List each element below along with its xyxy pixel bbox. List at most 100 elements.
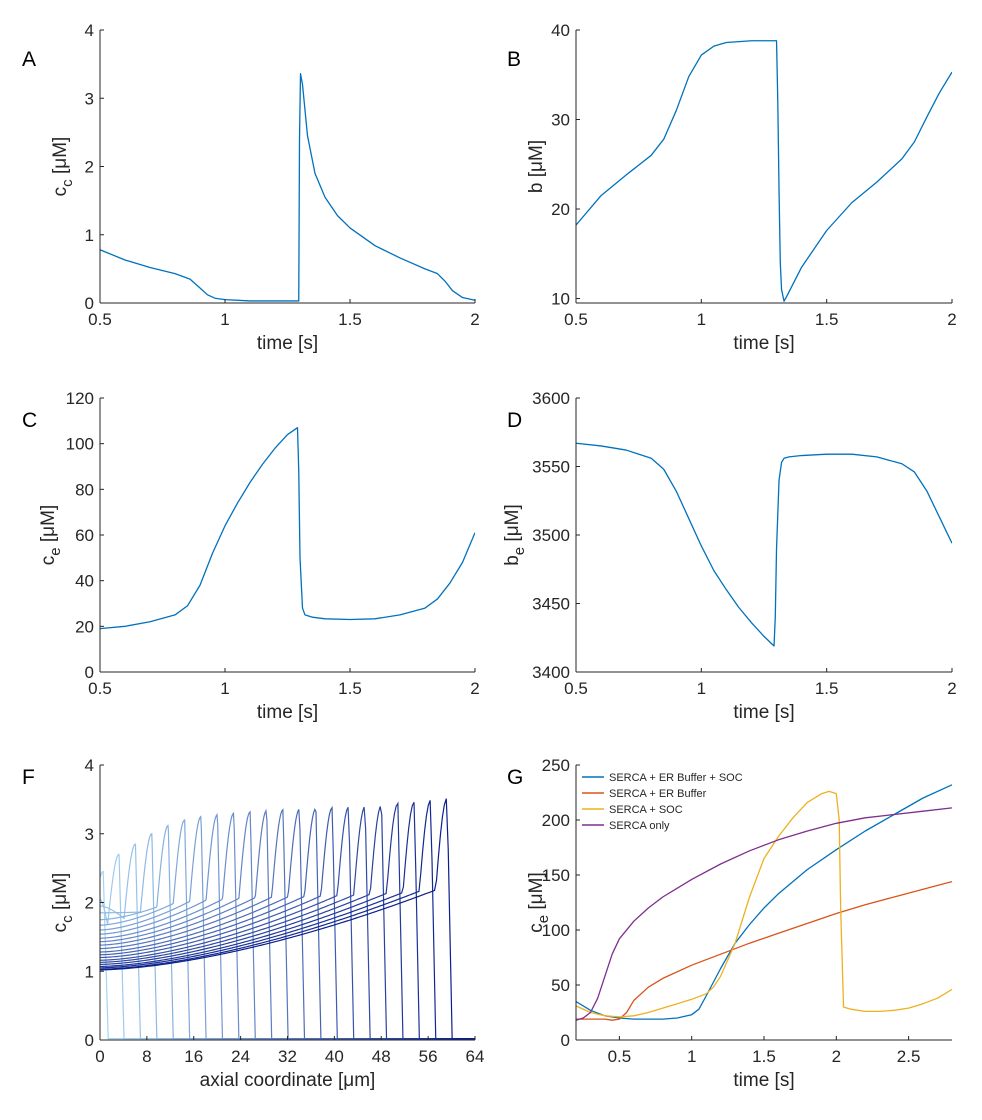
y-tick-label: 3550 — [532, 458, 570, 477]
x-tick-label: 2 — [832, 1047, 841, 1066]
y-tick-label: 80 — [75, 480, 94, 499]
wave-profile-22 — [100, 798, 475, 1040]
x-tick-label: 64 — [466, 1047, 485, 1066]
y-tick-label: 2 — [85, 894, 94, 913]
panel-a: A 0.5 1 1.5 2 0 1 2 3 4 time [s] cc [μM] — [22, 21, 480, 354]
x-tick-label: 0.5 — [88, 679, 112, 698]
y-axis-label: ce [μM] — [526, 872, 552, 932]
y-axis-label: b [μM] — [526, 140, 547, 193]
y-tick-label: 4 — [85, 21, 94, 40]
y-tick-label: 3600 — [532, 389, 570, 408]
x-tick-label: 1 — [697, 310, 706, 329]
x-tick-label: 1.5 — [815, 310, 839, 329]
y-axis-label: be [μM] — [502, 504, 528, 566]
y-axis-label: ce [μM] — [38, 505, 64, 565]
legend-entry: SERCA + ER Buffer + SOC — [609, 772, 743, 784]
wave-profile-10 — [100, 810, 475, 1040]
y-tick-label: 40 — [75, 572, 94, 591]
series-line-1 — [100, 427, 475, 630]
wave-profile-1 — [100, 870, 475, 1040]
x-tick-label: 40 — [325, 1047, 344, 1066]
y-tick-label: 2 — [85, 158, 94, 177]
x-axis-label: time [s] — [257, 702, 318, 723]
y-tick-label: 120 — [66, 389, 94, 408]
wave-profile-8 — [100, 813, 475, 1040]
x-axis-label: axial coordinate [μm] — [200, 1070, 376, 1091]
y-tick-label: 100 — [542, 921, 570, 940]
wave-profile-19 — [100, 801, 475, 1040]
x-axis-label: time [s] — [257, 333, 318, 354]
x-tick-label: 32 — [278, 1047, 297, 1066]
y-tick-label: 0 — [85, 1031, 94, 1050]
series-line-3 — [576, 790, 952, 1018]
x-tick-label: 1.5 — [338, 310, 362, 329]
x-tick-label: 1.5 — [752, 1047, 776, 1066]
x-axis-label: time [s] — [733, 702, 794, 723]
y-tick-label: 3500 — [532, 526, 570, 545]
y-tick-label: 1 — [85, 962, 94, 981]
y-tick-label: 0 — [85, 663, 94, 682]
y-axis-label: cc [μM] — [50, 137, 76, 197]
y-tick-label: 20 — [551, 200, 570, 219]
panel-letter: C — [22, 409, 37, 432]
legend-entry: SERCA + SOC — [609, 804, 683, 816]
x-tick-label: 0.5 — [88, 310, 112, 329]
x-axis-label: time [s] — [733, 333, 794, 354]
x-tick-label: 2 — [470, 679, 479, 698]
wave-profile-20 — [100, 801, 475, 1040]
x-tick-label: 56 — [419, 1047, 438, 1066]
y-tick-label: 20 — [75, 617, 94, 636]
plot-area — [100, 798, 475, 1040]
panel-letter: A — [22, 48, 36, 71]
x-tick-label: 1 — [220, 679, 229, 698]
x-tick-label: 1 — [687, 1047, 696, 1066]
x-tick-label: 0.5 — [564, 310, 588, 329]
y-tick-label: 0 — [561, 1031, 570, 1050]
y-tick-label: 200 — [542, 811, 570, 830]
y-tick-label: 0 — [85, 294, 94, 313]
y-tick-label: 3400 — [532, 663, 570, 682]
x-tick-label: 1.5 — [338, 679, 362, 698]
y-tick-label: 60 — [75, 526, 94, 545]
y-tick-label: 3 — [85, 825, 94, 844]
panel-letter: F — [22, 766, 35, 789]
plot-area — [576, 784, 952, 1021]
wave-profile-17 — [100, 806, 475, 1040]
panel-letter: B — [507, 48, 521, 71]
wave-profile-21 — [100, 800, 475, 1040]
wave-profile-15 — [100, 805, 475, 1040]
x-tick-label: 0 — [95, 1047, 104, 1066]
wave-profile-11 — [100, 808, 475, 1040]
y-tick-label: 4 — [85, 756, 94, 775]
panel-d: D 0.5 1 1.5 2 3400 3450 3500 3550 3600 time [s] be … — [502, 389, 957, 723]
wave-profile-16 — [100, 807, 475, 1040]
legend-entry: SERCA + ER Buffer — [609, 788, 707, 800]
x-tick-label: 2.5 — [897, 1047, 921, 1066]
y-tick-label: 40 — [551, 21, 570, 40]
y-axis-label: cc [μM] — [50, 873, 76, 933]
legend: SERCA + ER Buffer + SOC SERCA + ER Buffer… — [582, 772, 743, 832]
y-tick-label: 3450 — [532, 595, 570, 614]
plot-area — [576, 442, 952, 647]
x-tick-label: 16 — [184, 1047, 203, 1066]
series-line-1 — [576, 40, 952, 302]
y-tick-label: 30 — [551, 111, 570, 130]
y-tick-label: 250 — [542, 756, 570, 775]
series-line-1 — [576, 442, 952, 647]
panel-g: G 0.5 1 1.5 2 2.5 0 50 100 150 200 250 time [s] ce [μ… — [507, 756, 952, 1091]
series-line-1 — [100, 73, 475, 302]
y-tick-label: 3 — [85, 89, 94, 108]
x-tick-label: 2 — [947, 310, 956, 329]
series-line-4 — [576, 807, 952, 1021]
wave-profile-18 — [100, 806, 475, 1040]
wave-profile-2 — [100, 853, 475, 1040]
y-tick-label: 50 — [551, 976, 570, 995]
x-tick-label: 1 — [697, 679, 706, 698]
wave-profile-4 — [100, 832, 475, 1040]
plot-area — [100, 73, 475, 302]
wave-profile-6 — [100, 819, 475, 1040]
plot-area — [576, 40, 952, 302]
series-line-2 — [576, 880, 952, 1021]
